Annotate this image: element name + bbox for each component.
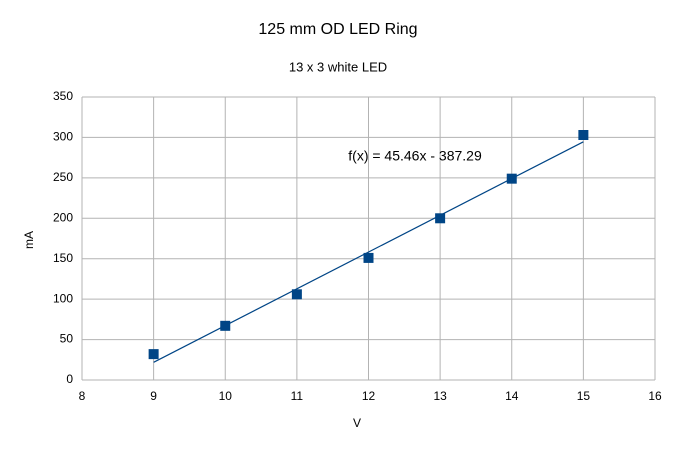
y-tick-label: 250	[53, 170, 73, 184]
x-tick-label: 14	[505, 389, 519, 403]
x-tick-label: 12	[362, 389, 376, 403]
x-tick-label: 11	[291, 389, 304, 403]
y-tick-label: 0	[66, 372, 73, 386]
x-tick-label: 15	[577, 389, 591, 403]
trendline-equation: f(x) = 45.46x - 387.29	[348, 148, 482, 164]
data-point	[578, 130, 589, 141]
x-tick-label: 10	[219, 389, 233, 403]
data-point	[506, 173, 517, 184]
chart-title: 125 mm OD LED Ring	[258, 21, 417, 38]
x-tick-label: 13	[433, 389, 447, 403]
x-tick-label: 9	[150, 389, 157, 403]
x-tick-label: 8	[79, 389, 86, 403]
data-point	[291, 289, 302, 300]
y-tick-label: 300	[53, 130, 73, 144]
x-axis-label: V	[353, 416, 361, 430]
y-tick-label: 100	[53, 291, 73, 305]
data-point	[220, 320, 231, 331]
data-point	[148, 349, 159, 360]
data-point	[435, 213, 446, 224]
y-tick-label: 200	[53, 210, 73, 224]
y-tick-label: 150	[53, 251, 73, 265]
y-tick-label: 50	[60, 332, 74, 346]
y-tick-label: 350	[53, 89, 73, 103]
x-tick-label: 16	[648, 389, 662, 403]
y-axis-label: mA	[22, 231, 36, 249]
data-point	[363, 252, 374, 263]
chart-subtitle: 13 x 3 white LED	[289, 59, 387, 74]
